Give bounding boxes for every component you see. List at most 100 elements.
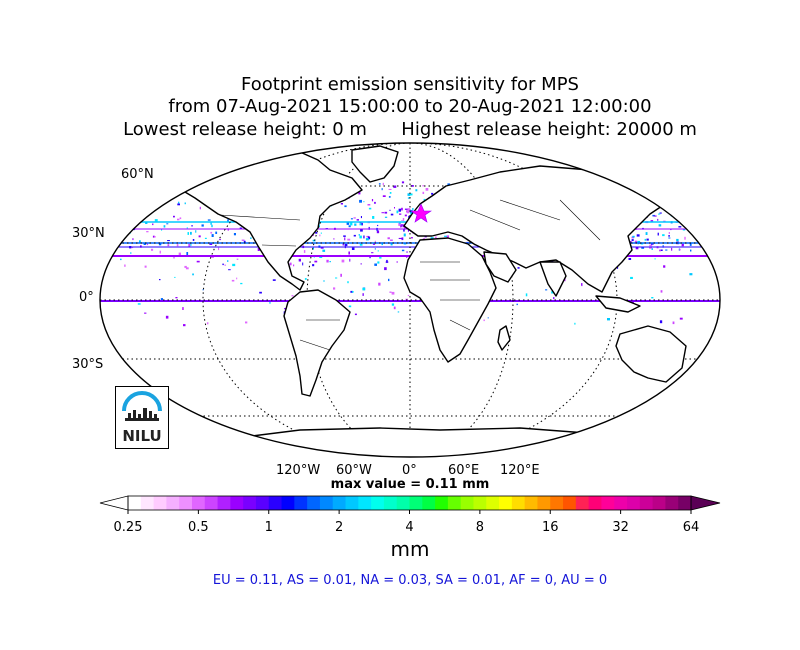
emission-cell xyxy=(120,258,122,261)
lat-label-60n: 60°N xyxy=(121,167,154,182)
emission-cell xyxy=(160,298,163,301)
emission-cell xyxy=(133,203,136,206)
emission-cell xyxy=(159,279,161,281)
emission-cell xyxy=(207,219,211,221)
emission-cell xyxy=(348,305,352,308)
emission-cell xyxy=(360,216,362,219)
emission-cell xyxy=(632,235,635,238)
emission-cell xyxy=(240,282,243,285)
emission-cell xyxy=(682,229,686,231)
emission-cell xyxy=(184,202,186,205)
continent-eurasia xyxy=(403,165,663,293)
emission-cell xyxy=(191,225,193,227)
emission-cell xyxy=(233,233,236,236)
emission-cell xyxy=(185,267,189,270)
emission-cell xyxy=(403,228,405,232)
emission-cell xyxy=(411,185,414,187)
emission-cell xyxy=(679,186,681,189)
emission-cell xyxy=(423,198,426,201)
emission-cell xyxy=(397,311,400,313)
emission-cell xyxy=(145,221,148,224)
emission-cell xyxy=(177,218,180,221)
colorbar-tick-label: 4 xyxy=(405,520,414,535)
emission-cell xyxy=(272,279,276,281)
emission-cell xyxy=(144,312,147,314)
emission-cell xyxy=(358,234,360,236)
emission-cell xyxy=(159,250,161,254)
emission-cell xyxy=(663,265,666,268)
emission-cell xyxy=(314,260,318,263)
emission-cell xyxy=(657,232,659,236)
emission-cell xyxy=(372,216,375,219)
emission-cell xyxy=(430,237,434,239)
emission-cell xyxy=(401,207,403,211)
emission-cell xyxy=(142,203,145,207)
emission-cell xyxy=(293,264,295,267)
emission-cell xyxy=(645,232,648,235)
continent-south-america xyxy=(283,289,351,397)
emission-cell xyxy=(628,258,632,260)
emission-cell xyxy=(182,307,184,310)
emission-cell xyxy=(329,261,331,263)
lon-label-60e: 60°E xyxy=(448,463,480,478)
emission-cell xyxy=(401,224,403,226)
lon-label-0: 0° xyxy=(402,463,417,478)
emission-cell xyxy=(333,287,336,290)
emission-cell xyxy=(668,237,671,239)
emission-cell xyxy=(384,216,388,218)
emission-cell xyxy=(350,222,353,226)
emission-cell xyxy=(250,237,252,239)
emission-cell xyxy=(651,248,653,250)
emission-cell xyxy=(177,203,180,206)
emission-cell xyxy=(636,234,640,237)
emission-cell xyxy=(236,277,238,280)
emission-cell xyxy=(356,219,359,221)
emission-cell xyxy=(681,212,683,216)
emission-cell xyxy=(389,209,391,211)
colorbar-tick-label: 64 xyxy=(682,520,700,535)
emission-cell xyxy=(232,263,236,267)
emission-cell xyxy=(190,231,192,235)
emission-cell xyxy=(192,239,195,241)
emission-cell xyxy=(190,243,192,246)
colorbar-swatch xyxy=(345,496,359,510)
emission-cell xyxy=(155,203,158,206)
colorbar-swatch xyxy=(128,496,142,510)
emission-cell xyxy=(660,249,663,251)
emission-cell xyxy=(406,251,408,253)
emission-cell xyxy=(422,238,425,240)
emission-cell xyxy=(239,227,242,229)
emission-cell xyxy=(322,249,326,252)
emission-cell xyxy=(404,227,406,230)
emission-cell xyxy=(396,261,398,263)
colorbar-extend-high xyxy=(690,495,721,511)
emission-cell xyxy=(161,228,163,231)
colorbar-swatch xyxy=(575,496,590,510)
emission-cell xyxy=(672,321,675,325)
emission-cell xyxy=(178,201,180,204)
emission-cell xyxy=(483,319,485,322)
emission-cell xyxy=(348,225,351,228)
emission-cell xyxy=(659,249,661,252)
emission-cell xyxy=(165,197,167,200)
emission-cell xyxy=(673,214,677,217)
lon-label-120w: 120°W xyxy=(276,463,321,478)
emission-cell xyxy=(167,244,170,247)
colorbar-tick-label: 32 xyxy=(612,520,629,535)
emission-cell xyxy=(381,188,383,191)
emission-cell xyxy=(369,256,371,259)
colorbar-swatch xyxy=(409,496,423,510)
colorbar-swatch xyxy=(627,496,641,510)
emission-cell xyxy=(132,238,134,241)
emission-cell xyxy=(662,245,664,248)
emission-cell xyxy=(198,235,201,238)
colorbar-tick-label: 1 xyxy=(264,520,273,535)
greenland xyxy=(351,145,399,183)
emission-cell xyxy=(660,195,662,198)
emission-cell xyxy=(407,294,410,297)
continent-north-america xyxy=(177,149,363,291)
colorbar-swatch xyxy=(422,496,436,510)
emission-cell xyxy=(404,214,407,217)
emission-cell xyxy=(649,246,652,249)
emission-cell xyxy=(399,213,402,215)
